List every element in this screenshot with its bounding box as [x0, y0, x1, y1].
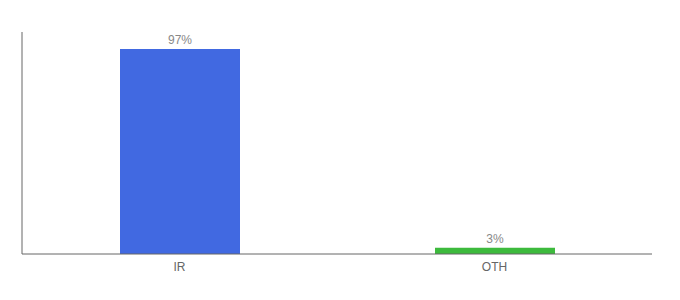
svg-text:OTH: OTH — [482, 260, 507, 274]
svg-text:IR: IR — [174, 260, 186, 274]
svg-text:97%: 97% — [168, 33, 192, 47]
svg-text:3%: 3% — [486, 232, 504, 246]
